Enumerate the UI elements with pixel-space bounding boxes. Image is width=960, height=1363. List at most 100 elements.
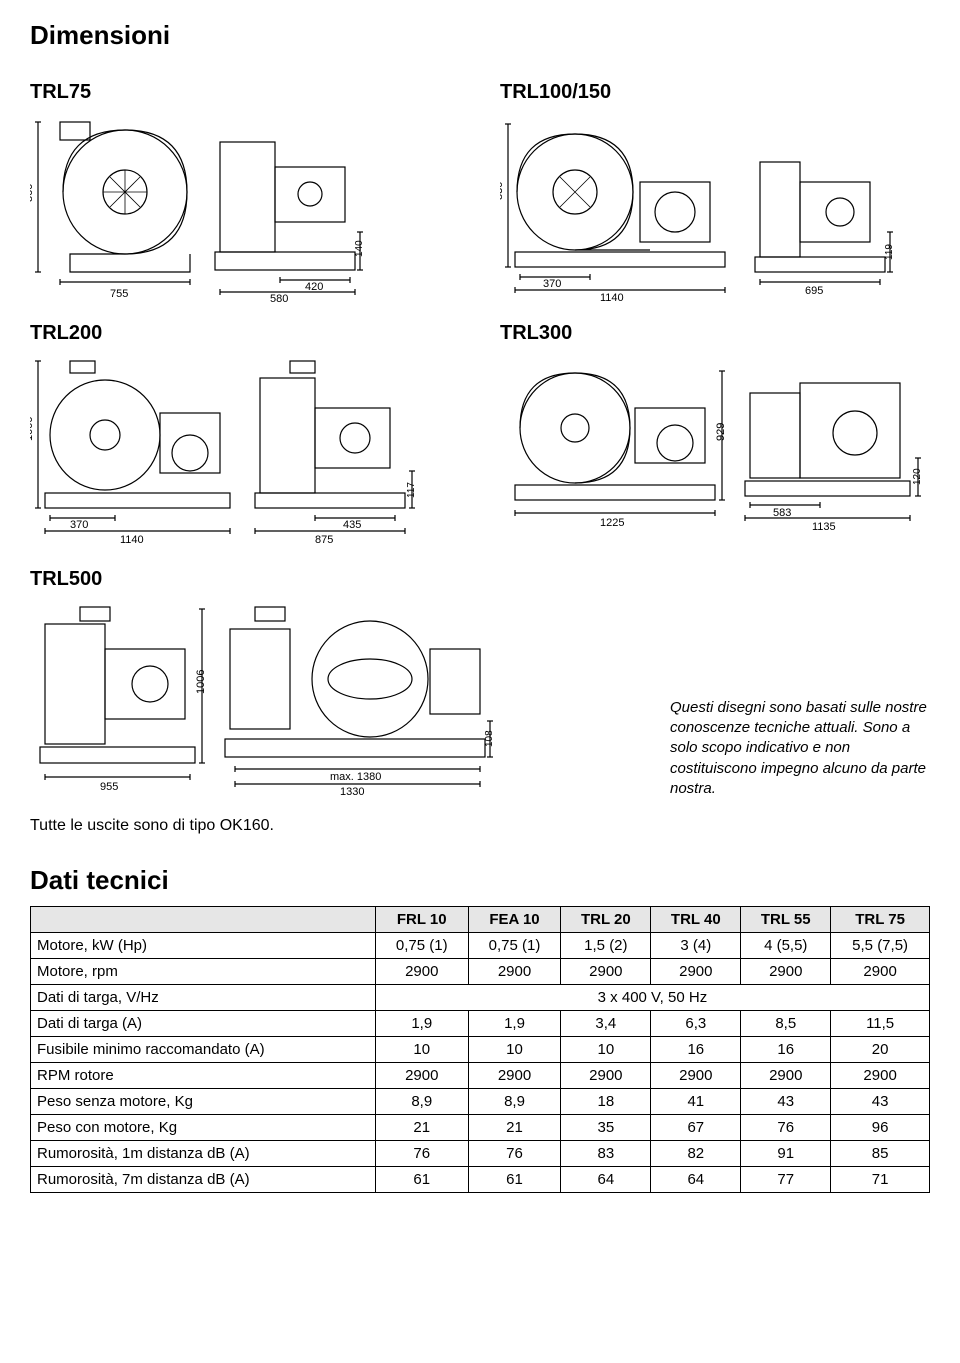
table-row: Motore, kW (Hp)0,75 (1)0,75 (1)1,5 (2)3 … <box>31 933 930 959</box>
model-label-trl100: TRL100/150 <box>500 81 930 104</box>
row-label: Fusibile minimo raccomandato (A) <box>31 1037 376 1063</box>
cell: 0,75 (1) <box>468 933 561 959</box>
svg-text:1135: 1135 <box>812 521 836 533</box>
col-header: FEA 10 <box>468 907 561 933</box>
fan-front-icon: 860 755 <box>30 112 200 302</box>
table-row: RPM rotore290029002900290029002900 <box>31 1063 930 1089</box>
cell: 82 <box>651 1141 741 1167</box>
cell: 1,9 <box>468 1011 561 1037</box>
svg-text:1000: 1000 <box>30 417 35 441</box>
cell: 5,5 (7,5) <box>831 933 930 959</box>
model-label-trl300: TRL300 <box>500 322 930 345</box>
outlet-note: Tutte le uscite sono di tipo OK160. <box>30 817 930 835</box>
fan-front-icon: 929 1225 <box>500 353 730 533</box>
drawings-row-1: TRL75 860 755 <box>30 81 930 302</box>
cell: 41 <box>651 1089 741 1115</box>
row-label: Peso con motore, Kg <box>31 1115 376 1141</box>
cell: 76 <box>741 1115 831 1141</box>
cell: 1,5 (2) <box>561 933 651 959</box>
svg-text:119: 119 <box>884 244 895 260</box>
svg-text:755: 755 <box>110 288 128 300</box>
row-label: Motore, kW (Hp) <box>31 933 376 959</box>
cell: 8,9 <box>375 1089 468 1115</box>
diagram-trl100: 830 370 1140 695 119 <box>500 112 930 302</box>
cell: 64 <box>651 1167 741 1193</box>
col-header: TRL 55 <box>741 907 831 933</box>
svg-text:1140: 1140 <box>120 534 144 546</box>
cell: 10 <box>468 1037 561 1063</box>
svg-text:1330: 1330 <box>340 786 364 798</box>
cell: 11,5 <box>831 1011 930 1037</box>
cell: 21 <box>468 1115 561 1141</box>
svg-text:108: 108 <box>484 730 495 747</box>
drawings-row-3: TRL500 1006 955 <box>30 568 930 799</box>
cell: 2900 <box>741 959 831 985</box>
svg-text:max. 1380: max. 1380 <box>330 771 381 783</box>
svg-text:830: 830 <box>500 182 505 200</box>
table-row: Motore, rpm290029002900290029002900 <box>31 959 930 985</box>
cell: 10 <box>561 1037 651 1063</box>
svg-text:435: 435 <box>343 519 361 531</box>
cell: 2900 <box>741 1063 831 1089</box>
row-label: Peso senza motore, Kg <box>31 1089 376 1115</box>
col-header: TRL 40 <box>651 907 741 933</box>
cell: 16 <box>651 1037 741 1063</box>
svg-text:955: 955 <box>100 781 118 793</box>
svg-text:695: 695 <box>805 285 823 297</box>
drawings-row-2: TRL200 1000 370 1140 <box>30 322 930 548</box>
cell: 6,3 <box>651 1011 741 1037</box>
diagram-trl500: 1006 955 max. 1380 <box>30 599 500 799</box>
cell: 64 <box>561 1167 651 1193</box>
svg-text:120: 120 <box>912 468 923 485</box>
model-label-trl500: TRL500 <box>30 568 930 591</box>
cell: 61 <box>468 1167 561 1193</box>
cell: 4 (5,5) <box>741 933 831 959</box>
cell: 43 <box>831 1089 930 1115</box>
svg-text:420: 420 <box>305 281 323 293</box>
row-label: Motore, rpm <box>31 959 376 985</box>
svg-text:583: 583 <box>773 507 791 519</box>
svg-text:1140: 1140 <box>600 292 624 302</box>
row-label: Dati di targa, V/Hz <box>31 985 376 1011</box>
cell: 2900 <box>561 1063 651 1089</box>
cell: 85 <box>831 1141 930 1167</box>
col-header: TRL 75 <box>831 907 930 933</box>
col-header: TRL 20 <box>561 907 651 933</box>
cell: 3,4 <box>561 1011 651 1037</box>
cell: 20 <box>831 1037 930 1063</box>
col-header <box>31 907 376 933</box>
fan-side-icon: 420 580 140 <box>210 112 370 302</box>
cell: 83 <box>561 1141 651 1167</box>
svg-text:1225: 1225 <box>600 517 624 529</box>
row-label: Dati di targa (A) <box>31 1011 376 1037</box>
drawings-disclaimer: Questi disegni sono basati sulle nostre … <box>670 698 930 799</box>
cell: 2900 <box>651 959 741 985</box>
cell: 0,75 (1) <box>375 933 468 959</box>
cell: 91 <box>741 1141 831 1167</box>
cell: 18 <box>561 1089 651 1115</box>
table-header-row: FRL 10 FEA 10 TRL 20 TRL 40 TRL 55 TRL 7… <box>31 907 930 933</box>
svg-text:929: 929 <box>715 423 727 441</box>
tech-data-table: FRL 10 FEA 10 TRL 20 TRL 40 TRL 55 TRL 7… <box>30 906 930 1193</box>
row-label: Rumorosità, 1m distanza dB (A) <box>31 1141 376 1167</box>
cell: 96 <box>831 1115 930 1141</box>
table-row: Dati di targa (A)1,91,93,46,38,511,5 <box>31 1011 930 1037</box>
cell: 2900 <box>831 1063 930 1089</box>
cell: 2900 <box>468 1063 561 1089</box>
cell: 76 <box>375 1141 468 1167</box>
svg-text:1006: 1006 <box>195 670 207 694</box>
svg-text:370: 370 <box>543 278 561 290</box>
cell: 77 <box>741 1167 831 1193</box>
cell: 2900 <box>375 959 468 985</box>
cell: 2900 <box>468 959 561 985</box>
row-label: Rumorosità, 7m distanza dB (A) <box>31 1167 376 1193</box>
table-row: Dati di targa, V/Hz3 x 400 V, 50 Hz <box>31 985 930 1011</box>
row-label: RPM rotore <box>31 1063 376 1089</box>
fan-front-icon: 1000 370 1140 <box>30 353 240 548</box>
fan-side-icon: 695 119 <box>750 132 900 302</box>
cell-merged: 3 x 400 V, 50 Hz <box>375 985 929 1011</box>
cell: 2900 <box>375 1063 468 1089</box>
cell: 67 <box>651 1115 741 1141</box>
svg-text:580: 580 <box>270 293 288 302</box>
table-row: Rumorosità, 7m distanza dB (A)6161646477… <box>31 1167 930 1193</box>
